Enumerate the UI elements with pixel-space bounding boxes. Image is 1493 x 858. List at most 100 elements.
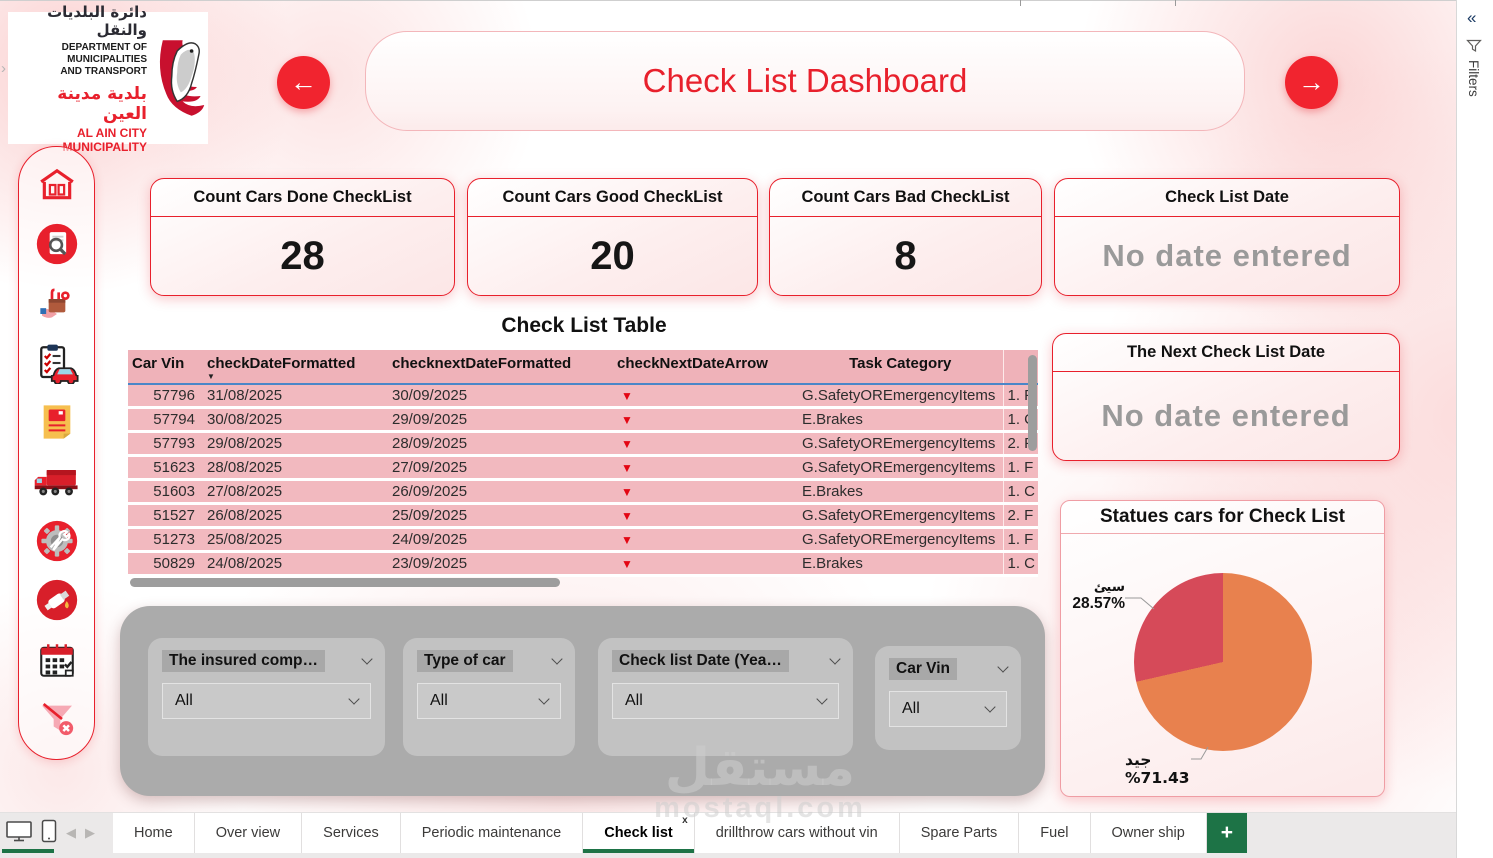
column-header[interactable]: checkNextDateArrow [613, 350, 798, 385]
sort-descending-icon: ▼ [207, 372, 215, 381]
chevron-down-icon [816, 693, 828, 705]
page-tab[interactable]: Owner ship [1090, 813, 1207, 853]
ruler-tick [1020, 0, 1021, 6]
slicer-type-of-car: Type of car All [403, 638, 575, 756]
page-tab[interactable]: Over view [194, 813, 303, 853]
table-row[interactable]: 57796 31/08/2025 30/09/2025 ▼ G.SafetyOREmer… [128, 384, 1038, 409]
column-header[interactable]: Car Vin [128, 350, 203, 385]
chevron-down-icon [984, 701, 996, 713]
chevron-down-icon[interactable] [997, 661, 1009, 673]
slicer-label: Type of car [417, 650, 513, 672]
table-row[interactable]: 51527 26/08/2025 25/09/2025 ▼ G.SafetyOREmer… [128, 503, 1038, 529]
municipality-logo: دائرة البلديات والنقل DEPARTMENT OF MUNI… [8, 3, 208, 154]
kpi-done-checklist[interactable]: Count Cars Done CheckList 28 [150, 178, 455, 296]
chevron-down-icon [348, 693, 360, 705]
kpi-checklist-date[interactable]: Check List Date No date entered [1054, 178, 1400, 296]
tab-scroll-right-icon[interactable]: ▶ [85, 825, 95, 840]
falcon-emblem-icon [159, 40, 205, 116]
column-header[interactable]: checknextDateFormatted [388, 350, 613, 385]
table-title: Check List Table [501, 314, 667, 337]
kpi-value: 8 [894, 233, 917, 278]
logo-arabic-subtitle: بلدية مدينة العين [57, 83, 147, 124]
table-row[interactable]: 50829 24/08/2025 23/09/2025 ▼ E.Brakes 1. C [128, 551, 1038, 577]
nav-forward-button[interactable]: → [1285, 56, 1338, 109]
table-row[interactable]: 51603 27/08/2025 26/09/2025 ▼ E.Brakes 1. C [128, 479, 1038, 505]
kpi-value: 28 [280, 233, 325, 278]
slicer-label: The insured comp… [162, 650, 325, 672]
table-row[interactable]: 57793 29/08/2025 28/09/2025 ▼ G.SafetyOREmer… [128, 431, 1038, 457]
calendar-icon[interactable] [33, 636, 81, 684]
chevron-down-icon[interactable] [551, 653, 563, 665]
desktop-view-icon[interactable] [6, 820, 32, 847]
add-page-button[interactable]: + [1206, 813, 1247, 853]
table-row[interactable]: 57794 30/08/2025 29/09/2025 ▼ E.Brakes 1. C [128, 407, 1038, 433]
kpi-value: No date entered [1102, 238, 1352, 273]
kpi-bad-checklist[interactable]: Count Cars Bad CheckList 8 [769, 178, 1042, 296]
slicer-panel: The insured comp… All Type of car All Ch… [120, 606, 1045, 796]
clear-filter-icon[interactable] [33, 695, 81, 743]
kpi-value: 20 [590, 233, 635, 278]
slicer-dropdown[interactable]: All [612, 683, 839, 719]
page-title-container: Check List Dashboard [365, 31, 1245, 131]
table-row[interactable]: 51623 28/08/2025 27/09/2025 ▼ G.SafetyOREmer… [128, 455, 1038, 481]
kpi-title: Check List Date [1055, 179, 1399, 217]
tab-scroll-left-icon[interactable]: ◀ [66, 825, 76, 840]
pie-label-good: جيد 71.43% [1125, 751, 1190, 787]
table-horizontal-scrollbar[interactable] [130, 578, 560, 587]
logo-english-title: DEPARTMENT OF MUNICIPALITIES AND TRANSPO… [60, 41, 147, 77]
page-tab[interactable]: Fuel [1019, 813, 1091, 853]
chevron-down-icon[interactable] [361, 653, 373, 665]
ruler-tick [1175, 0, 1176, 6]
slicer-insured-company: The insured comp… All [148, 638, 385, 756]
page-tab[interactable]: Services [302, 813, 401, 853]
expand-filters-icon[interactable]: « [1467, 8, 1477, 27]
chevron-down-icon [538, 693, 550, 705]
nav-back-button[interactable]: ← [277, 56, 330, 109]
tab-close-icon[interactable]: x [682, 815, 688, 826]
filters-rail-label: Filters [1466, 60, 1481, 97]
kpi-title: Count Cars Done CheckList [151, 179, 454, 217]
pie-label-bad: سيئ 28.57% [1072, 579, 1125, 612]
kpi-good-checklist[interactable]: Count Cars Good CheckList 20 [467, 178, 758, 296]
mobile-view-icon[interactable] [41, 819, 57, 848]
slicer-label: Car Vin [889, 658, 957, 680]
slicer-dropdown[interactable]: All [417, 683, 561, 719]
services-box-icon[interactable] [33, 280, 81, 328]
slicer-dropdown[interactable]: All [889, 691, 1007, 727]
car-checklist-icon[interactable] [33, 339, 81, 387]
page-tab[interactable]: Periodic maintenance [400, 813, 584, 853]
card-value: No date entered [1101, 398, 1351, 433]
tabs: Home Over view Services Periodic mainten… [113, 813, 1207, 853]
desktop-view-active-indicator [2, 849, 54, 853]
slicer-dropdown[interactable]: All [162, 683, 371, 719]
home-icon[interactable] [33, 161, 81, 209]
column-header[interactable]: checkDateFormatted ▼ [203, 350, 388, 385]
next-checklist-date-card[interactable]: The Next Check List Date No date entered [1052, 333, 1400, 461]
logo-english-subtitle: AL AIN CITY MUNICIPALITY [62, 125, 147, 154]
page-tab-bar: ◀ ▶ Home Over view Services Periodic mai… [0, 812, 1456, 858]
status-pie-chart[interactable] [1134, 573, 1312, 751]
top-border [0, 0, 1493, 1]
left-collapse-arrow[interactable]: › [1, 60, 6, 77]
sidebar [18, 146, 95, 760]
search-report-icon[interactable] [33, 220, 81, 268]
report-icon[interactable] [33, 398, 81, 446]
page-tab[interactable]: Home [113, 813, 195, 853]
page-tab[interactable]: drillthrow cars without vin [694, 813, 900, 853]
chevron-down-icon[interactable] [829, 653, 841, 665]
table-vertical-scrollbar[interactable] [1028, 355, 1037, 451]
table-row[interactable]: 51273 25/08/2025 24/09/2025 ▼ G.SafetyOREmer… [128, 527, 1038, 553]
page-tab[interactable]: Check list x [583, 813, 695, 853]
column-header[interactable]: Task Category [798, 350, 1003, 385]
table-header-row: Car Vin checkDateFormatted ▼ checknextDateF… [128, 350, 1038, 385]
page-tab[interactable]: Spare Parts [899, 813, 1020, 853]
truck-icon[interactable] [33, 458, 81, 506]
slicer-checklist-date: Check list Date (Yea… All [598, 638, 853, 756]
checklist-table: Car Vin checkDateFormatted ▼ checknextDateF… [128, 350, 1040, 588]
checklist-table-body: 57796 31/08/2025 30/09/2025 ▼ G.SafetyOREmer… [128, 384, 1038, 577]
maintenance-gear-icon[interactable] [33, 517, 81, 565]
filter-funnel-icon[interactable] [1466, 38, 1482, 59]
logo-arabic-title: دائرة البلديات والنقل [47, 2, 147, 39]
fuel-icon[interactable] [33, 576, 81, 624]
